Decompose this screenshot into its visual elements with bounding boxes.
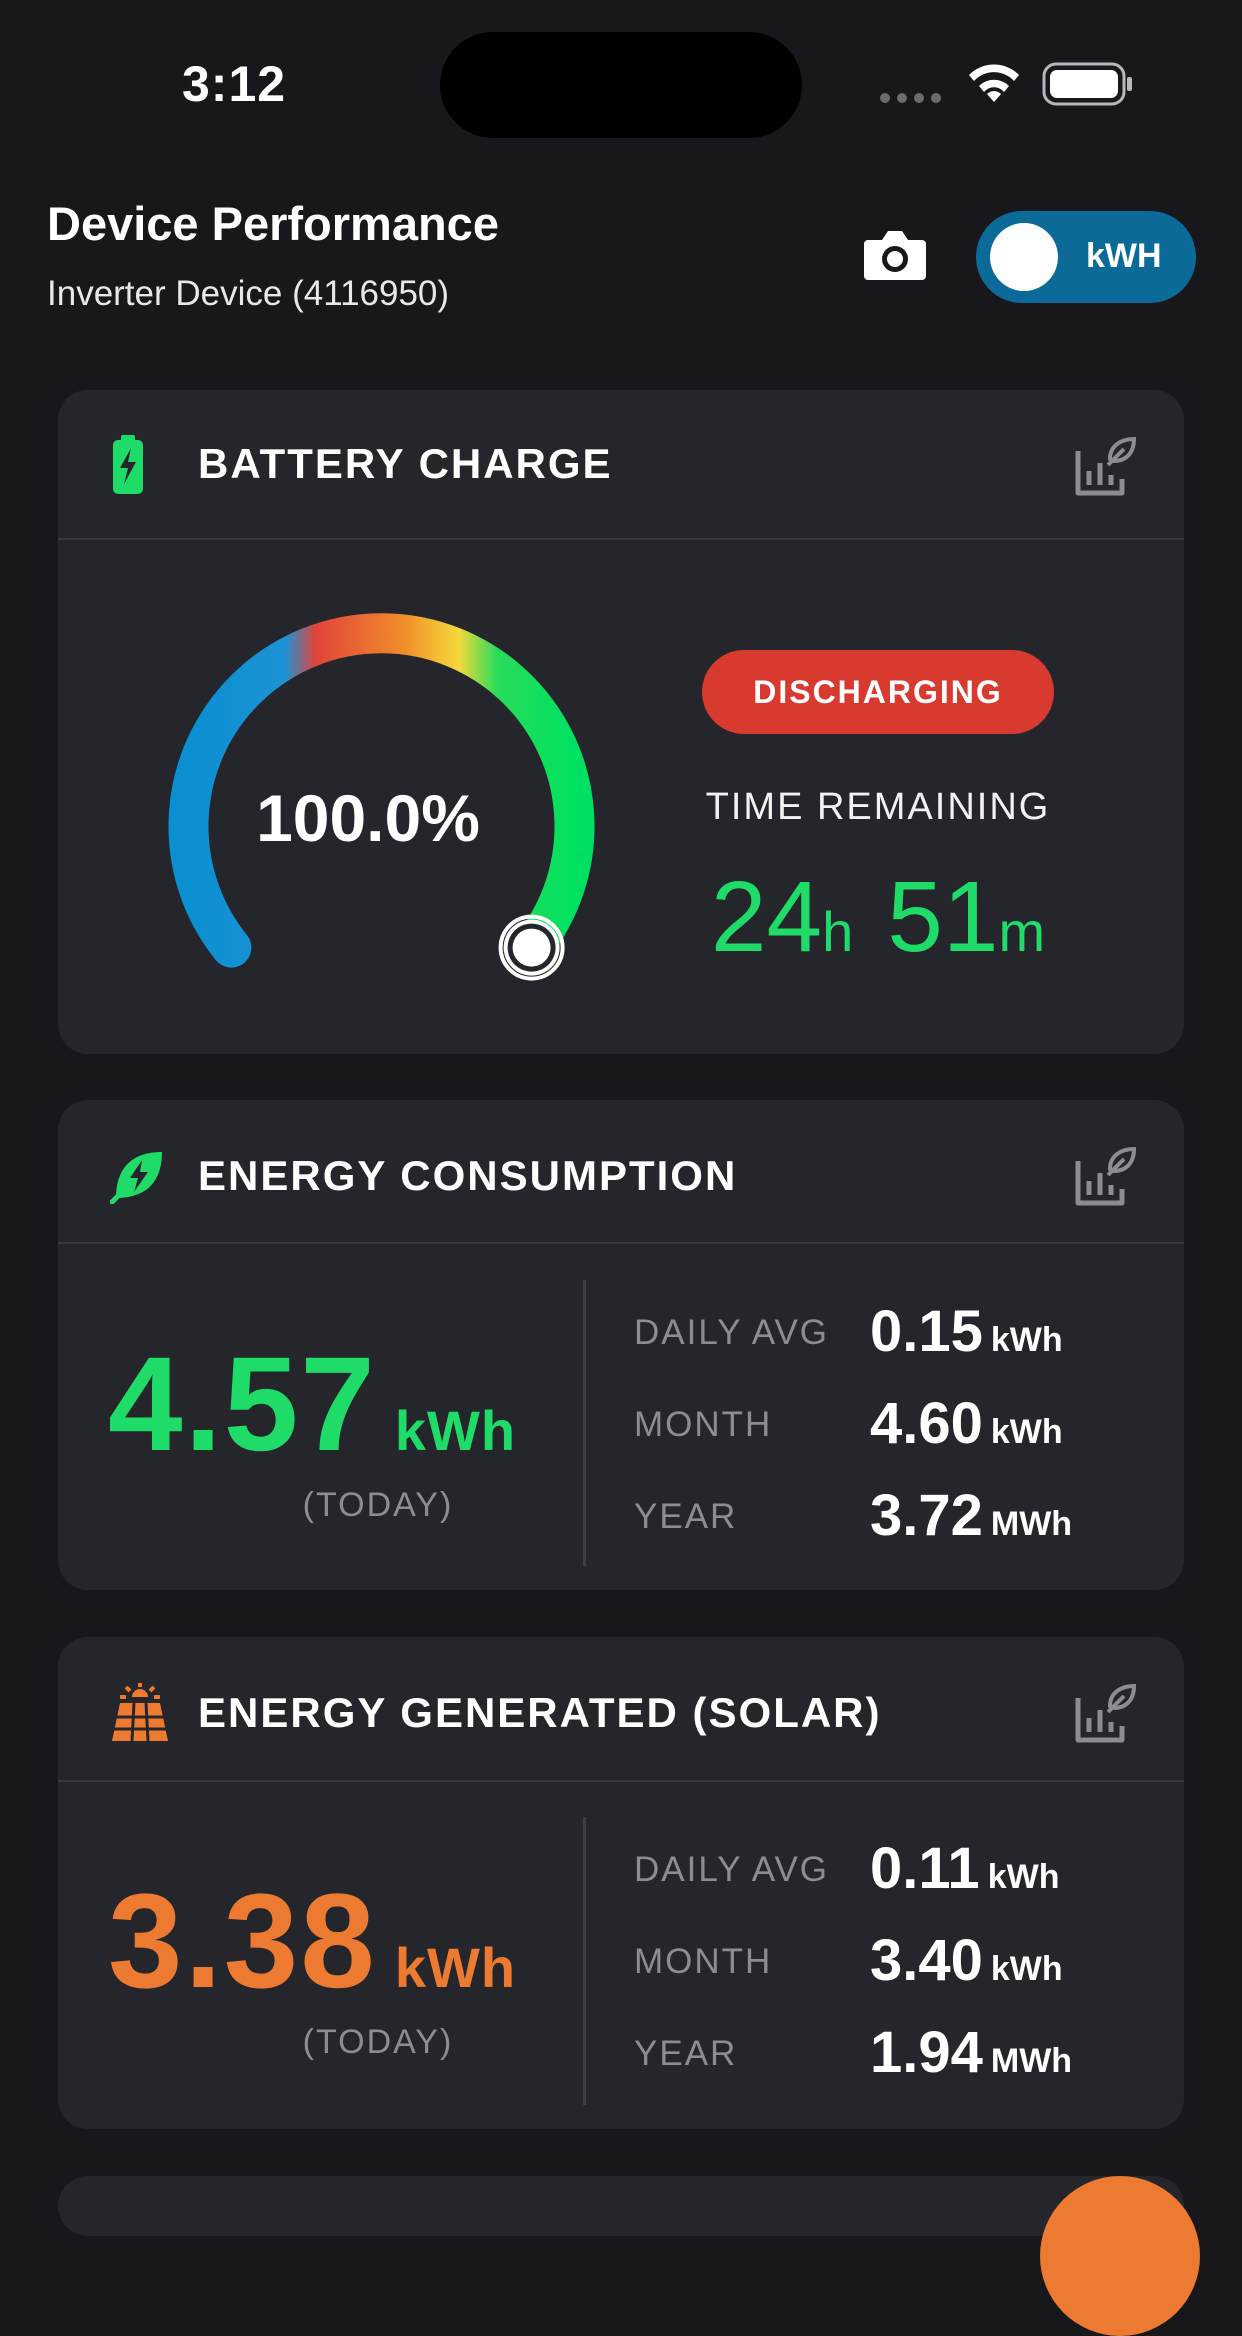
stat-unit: kWh bbox=[990, 1321, 1063, 1359]
vertical-divider bbox=[583, 1817, 586, 2105]
stat-label-year: YEAR bbox=[634, 1497, 738, 1536]
stat-value-daily-avg: 0.15 kWh bbox=[870, 1298, 1063, 1365]
hours-value: 24 bbox=[710, 861, 823, 973]
dynamic-island bbox=[440, 32, 802, 138]
page-title: Device Performance bbox=[47, 197, 499, 250]
stat-number: 0.11 bbox=[870, 1836, 980, 1901]
status-badge: DISCHARGING bbox=[702, 650, 1054, 734]
card-divider bbox=[58, 538, 1184, 540]
status-time: 3:12 bbox=[182, 56, 287, 112]
stat-unit: kWh bbox=[990, 1950, 1063, 1988]
stat-label-year: YEAR bbox=[634, 2034, 738, 2073]
vertical-divider bbox=[583, 1280, 586, 1566]
minutes-unit: m bbox=[998, 900, 1046, 963]
solar-panel-icon bbox=[112, 1683, 168, 1742]
floating-action-button[interactable] bbox=[1040, 2176, 1200, 2336]
camera-icon[interactable] bbox=[862, 226, 928, 284]
wifi-icon bbox=[969, 64, 1019, 102]
battery-charge-icon bbox=[113, 435, 143, 494]
chart-leaf-icon[interactable] bbox=[1072, 1682, 1138, 1744]
stat-value-year: 3.72 MWh bbox=[870, 1482, 1072, 1549]
stat-value-month: 4.60 kWh bbox=[870, 1390, 1063, 1457]
today-solar: 3.38 kWh bbox=[108, 1865, 608, 2018]
unit-toggle-label: kWH bbox=[1086, 237, 1162, 275]
card-divider bbox=[58, 1780, 1184, 1782]
card-divider bbox=[58, 1242, 1184, 1244]
minutes-value: 51 bbox=[887, 861, 999, 973]
stat-unit: MWh bbox=[990, 2042, 1073, 2080]
card-title: ENERGY CONSUMPTION bbox=[198, 1152, 738, 1199]
today-consumption-unit: kWh bbox=[394, 1399, 517, 1462]
stat-number: 3.40 bbox=[870, 1928, 983, 1993]
stat-label-daily-avg: DAILY AVG bbox=[634, 1850, 830, 1889]
card-title: ENERGY GENERATED (SOLAR) bbox=[198, 1689, 882, 1736]
next-card bbox=[58, 2176, 1184, 2236]
battery-charge-card: BATTERY CHARGE 100.0% DISCHARGING TIME R… bbox=[58, 390, 1184, 1054]
time-remaining-value: 24h 51m bbox=[688, 860, 1068, 975]
cellular-signal-icon bbox=[880, 93, 946, 103]
unit-toggle[interactable]: kWH bbox=[976, 211, 1196, 303]
chart-leaf-icon[interactable] bbox=[1072, 1145, 1138, 1207]
battery-icon bbox=[1042, 62, 1132, 106]
energy-generated-solar-card: ENERGY GENERATED (SOLAR) 3.38 kWh (TODAY)… bbox=[58, 1637, 1184, 2129]
hours-unit: h bbox=[822, 900, 854, 963]
today-consumption: 4.57 kWh bbox=[108, 1328, 608, 1481]
toggle-knob bbox=[990, 223, 1058, 291]
stat-value-year: 1.94 MWh bbox=[870, 2019, 1072, 2086]
stat-value-month: 3.40 kWh bbox=[870, 1927, 1063, 1994]
stat-label-month: MONTH bbox=[634, 1405, 773, 1444]
chart-leaf-icon[interactable] bbox=[1072, 435, 1138, 497]
stat-number: 0.15 bbox=[870, 1299, 983, 1364]
stat-number: 3.72 bbox=[870, 1483, 983, 1548]
device-name: Inverter Device (4116950) bbox=[47, 274, 450, 313]
card-title: BATTERY CHARGE bbox=[198, 440, 613, 487]
today-label: (TODAY) bbox=[302, 1486, 454, 1524]
battery-percent: 100.0% bbox=[256, 781, 480, 855]
today-solar-unit: kWh bbox=[394, 1936, 517, 1999]
stat-unit: MWh bbox=[990, 1505, 1073, 1543]
stat-number: 1.94 bbox=[870, 2020, 983, 2085]
stat-label-month: MONTH bbox=[634, 1942, 773, 1981]
time-remaining-label: TIME REMAINING bbox=[705, 786, 1051, 828]
today-label: (TODAY) bbox=[302, 2023, 454, 2061]
battery-gauge bbox=[168, 613, 595, 981]
stat-number: 4.60 bbox=[870, 1391, 983, 1456]
stat-unit: kWh bbox=[987, 1858, 1060, 1896]
today-consumption-value: 4.57 bbox=[108, 1330, 377, 1479]
energy-consumption-card: ENERGY CONSUMPTION 4.57 kWh (TODAY) DAILY… bbox=[58, 1100, 1184, 1590]
leaf-bolt-icon bbox=[110, 1152, 162, 1204]
today-solar-value: 3.38 bbox=[108, 1867, 377, 2016]
stat-value-daily-avg: 0.11 kWh bbox=[870, 1835, 1059, 1902]
stat-unit: kWh bbox=[990, 1413, 1063, 1451]
stat-label-daily-avg: DAILY AVG bbox=[634, 1313, 830, 1352]
